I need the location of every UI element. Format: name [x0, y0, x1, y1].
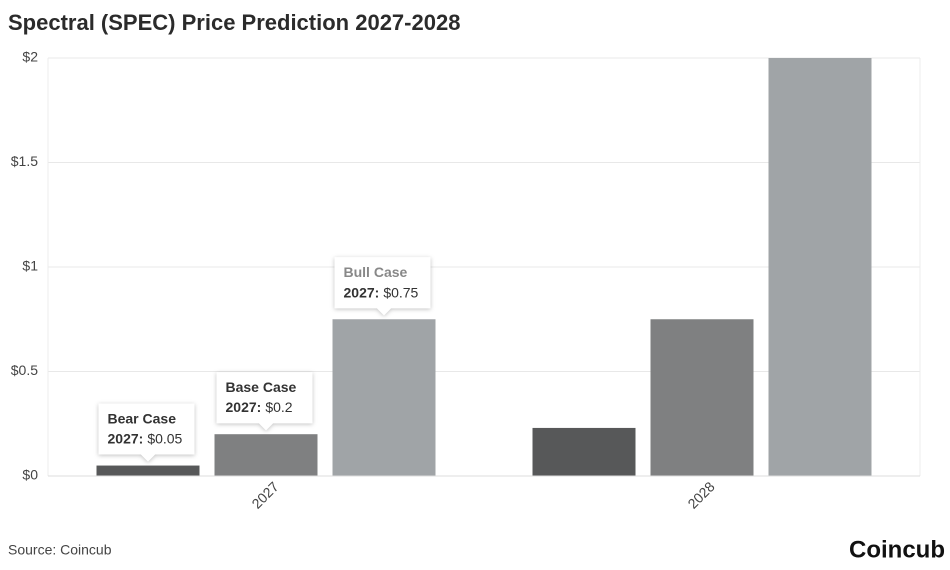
tooltip [216, 372, 313, 431]
tooltip-category: 2027: [344, 284, 380, 300]
x-tick-label: 2027 [248, 478, 281, 511]
x-tick-label: 2028 [684, 478, 717, 511]
bar [332, 319, 436, 476]
tooltip [334, 257, 431, 316]
y-tick-label: $0.5 [11, 362, 38, 378]
tooltip-category: 2027: [226, 399, 262, 415]
bar [650, 319, 754, 476]
tooltip-line: 2027: $0.75 [344, 284, 419, 300]
tooltip-series: Base Case [226, 379, 297, 395]
tooltip-line: 2027: $0.05 [108, 430, 183, 446]
source: Source: Coincub [8, 542, 112, 558]
tooltip-value: $0.2 [265, 399, 292, 415]
tooltip-line: 2027: $0.2 [226, 399, 293, 415]
bar [214, 434, 318, 476]
bar [96, 465, 200, 476]
tooltip [98, 403, 195, 462]
bar [532, 427, 636, 476]
tooltip-box [216, 372, 313, 431]
tooltip-box [334, 257, 431, 316]
bar [768, 58, 872, 476]
chart-title: Spectral (SPEC) Price Prediction 2027-20… [8, 10, 460, 35]
tooltip-value: $0.75 [383, 284, 418, 300]
tooltip-box [98, 403, 195, 462]
y-tick-label: $1.5 [11, 153, 38, 169]
tooltip-value: $0.05 [147, 430, 182, 446]
brand-logo: Coincub [849, 536, 945, 563]
y-tick-label: $0 [22, 467, 38, 483]
tooltip-series: Bear Case [108, 410, 177, 426]
y-tick-label: $1 [22, 258, 38, 274]
y-tick-label: $2 [22, 49, 38, 65]
tooltip-category: 2027: [108, 430, 144, 446]
tooltip-series: Bull Case [344, 264, 408, 280]
